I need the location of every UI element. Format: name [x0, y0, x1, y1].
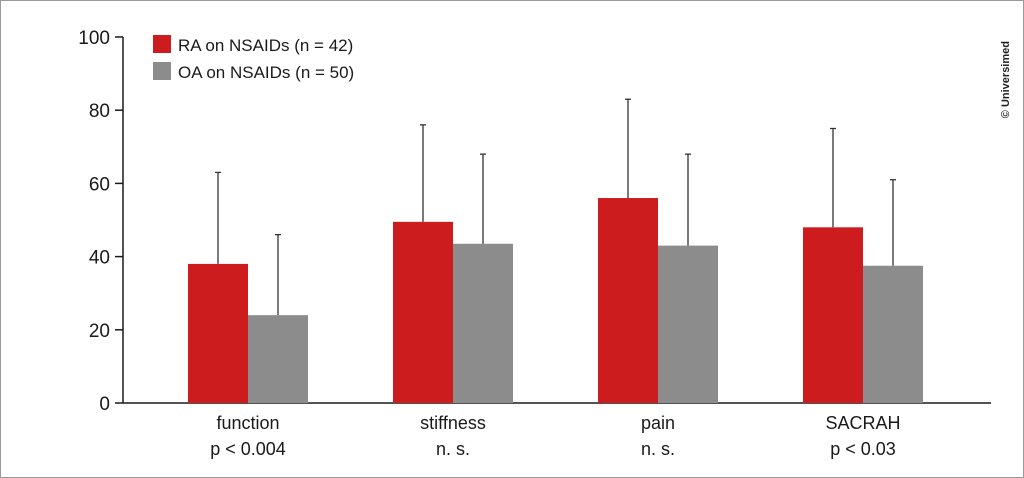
legend: RA on NSAIDs (n = 42) OA on NSAIDs (n = 5… [153, 35, 354, 82]
legend-swatch [153, 62, 171, 80]
x-category-label: SACRAH [825, 413, 900, 433]
legend-label: RA on NSAIDs (n = 42) [178, 36, 353, 55]
x-category-label: function [216, 413, 279, 433]
legend-label: OA on NSAIDs (n = 50) [178, 63, 354, 82]
error-bars [215, 98, 896, 316]
x-category-label: pain [641, 413, 675, 433]
bar-ra-function [188, 263, 248, 403]
x-category-significance: n. s. [436, 439, 470, 459]
x-category-significance: p < 0.004 [210, 439, 286, 459]
bar-oa-stiffness [453, 243, 513, 403]
y-tick-label: 60 [89, 174, 110, 195]
bar-ra-pain [598, 198, 658, 403]
bar-oa-function [248, 315, 308, 403]
x-axis-labels: function p < 0.004 stiffness n. s. pain n. s.… [210, 413, 900, 459]
copyright-text: © Universimed [1000, 41, 1012, 118]
y-tick-label: 20 [89, 321, 110, 342]
x-category-significance: n. s. [641, 439, 675, 459]
x-category-label: stiffness [420, 413, 486, 433]
x-category-significance: p < 0.03 [830, 439, 896, 459]
y-tick-label: 80 [89, 101, 110, 122]
bar-oa-sacrah [863, 265, 923, 403]
bar-oa-pain [658, 245, 718, 403]
legend-swatch [153, 35, 171, 53]
bar-ra-stiffness [393, 221, 453, 403]
y-tick-label: 0 [99, 394, 110, 415]
bar-ra-sacrah [803, 227, 863, 403]
y-tick-label: 40 [89, 248, 110, 269]
bars [188, 198, 923, 403]
y-tick-label: 100 [78, 28, 110, 49]
